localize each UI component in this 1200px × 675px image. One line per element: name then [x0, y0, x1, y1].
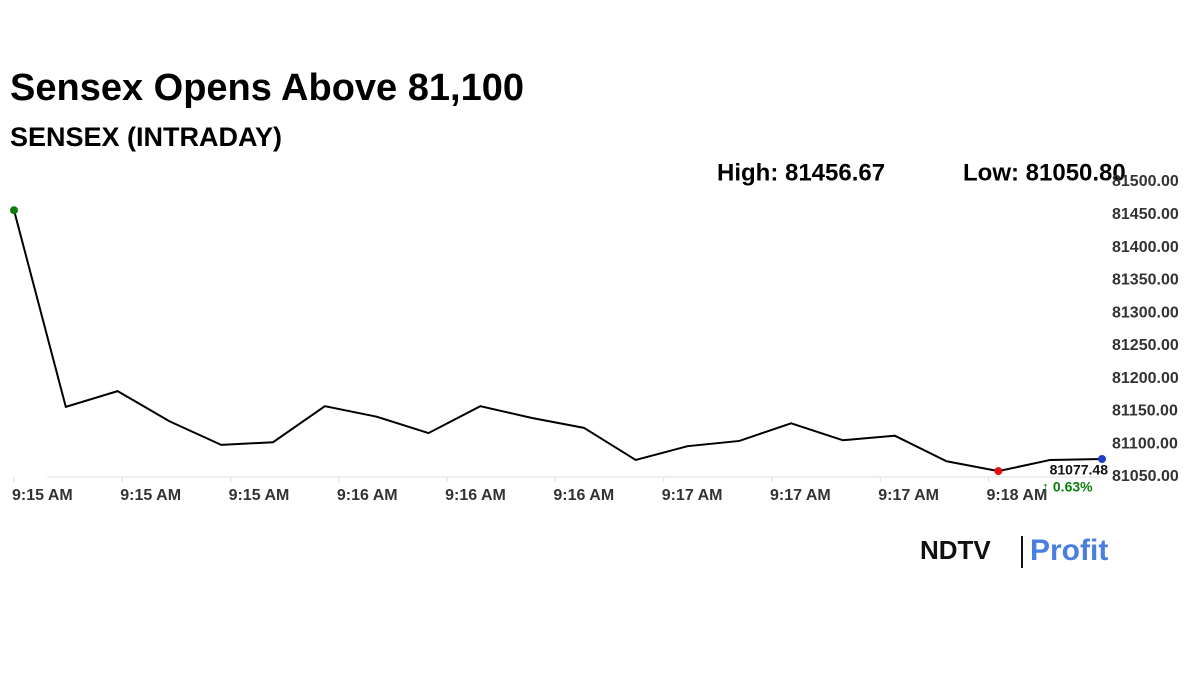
y-tick-label: 81200.00 [1112, 370, 1179, 387]
y-tick-label: 81050.00 [1112, 468, 1179, 485]
logo: NDTV Profit [920, 534, 1108, 568]
x-tick-label: 9:15 AM [229, 487, 290, 504]
x-tick-label: 9:16 AM [553, 487, 614, 504]
chart-subtitle: SENSEX (INTRADAY) [10, 122, 282, 152]
x-tick-label: 9:16 AM [445, 487, 506, 504]
y-tick-label: 81150.00 [1112, 403, 1178, 420]
y-tick-label: 81350.00 [1112, 272, 1179, 289]
y-tick-label: 81450.00 [1112, 206, 1179, 223]
change-label: ↑ 0.63% [1042, 479, 1093, 495]
series-line [13, 209, 1103, 473]
x-tick-label: 9:17 AM [878, 487, 939, 504]
last-value-label: 81077.48 [1050, 462, 1109, 478]
start-marker [10, 206, 18, 215]
high-label: High: 81456.67 [717, 159, 885, 186]
logo-product: Profit [1030, 534, 1108, 567]
y-tick-label: 81250.00 [1112, 337, 1179, 354]
end-marker [1098, 454, 1106, 463]
y-tick-label: 81500.00 [1112, 173, 1179, 190]
chart-title: Sensex Opens Above 81,100 [10, 67, 524, 109]
x-tick-label: 9:17 AM [662, 487, 723, 504]
low-label: Low: 81050.80 [963, 159, 1126, 186]
x-tick-label: 9:15 AM [120, 487, 181, 504]
y-tick-label: 81100.00 [1112, 435, 1178, 452]
x-tick-label: 9:17 AM [770, 487, 831, 504]
x-tick-label: 9:15 AM [12, 487, 73, 504]
y-tick-label: 81400.00 [1112, 239, 1179, 256]
y-tick-label: 81300.00 [1112, 304, 1179, 321]
x-tick-label: 9:18 AM [987, 487, 1048, 504]
low-marker [994, 467, 1003, 476]
x-tick-label: 9:16 AM [337, 487, 398, 504]
logo-brand: NDTV [920, 535, 991, 565]
